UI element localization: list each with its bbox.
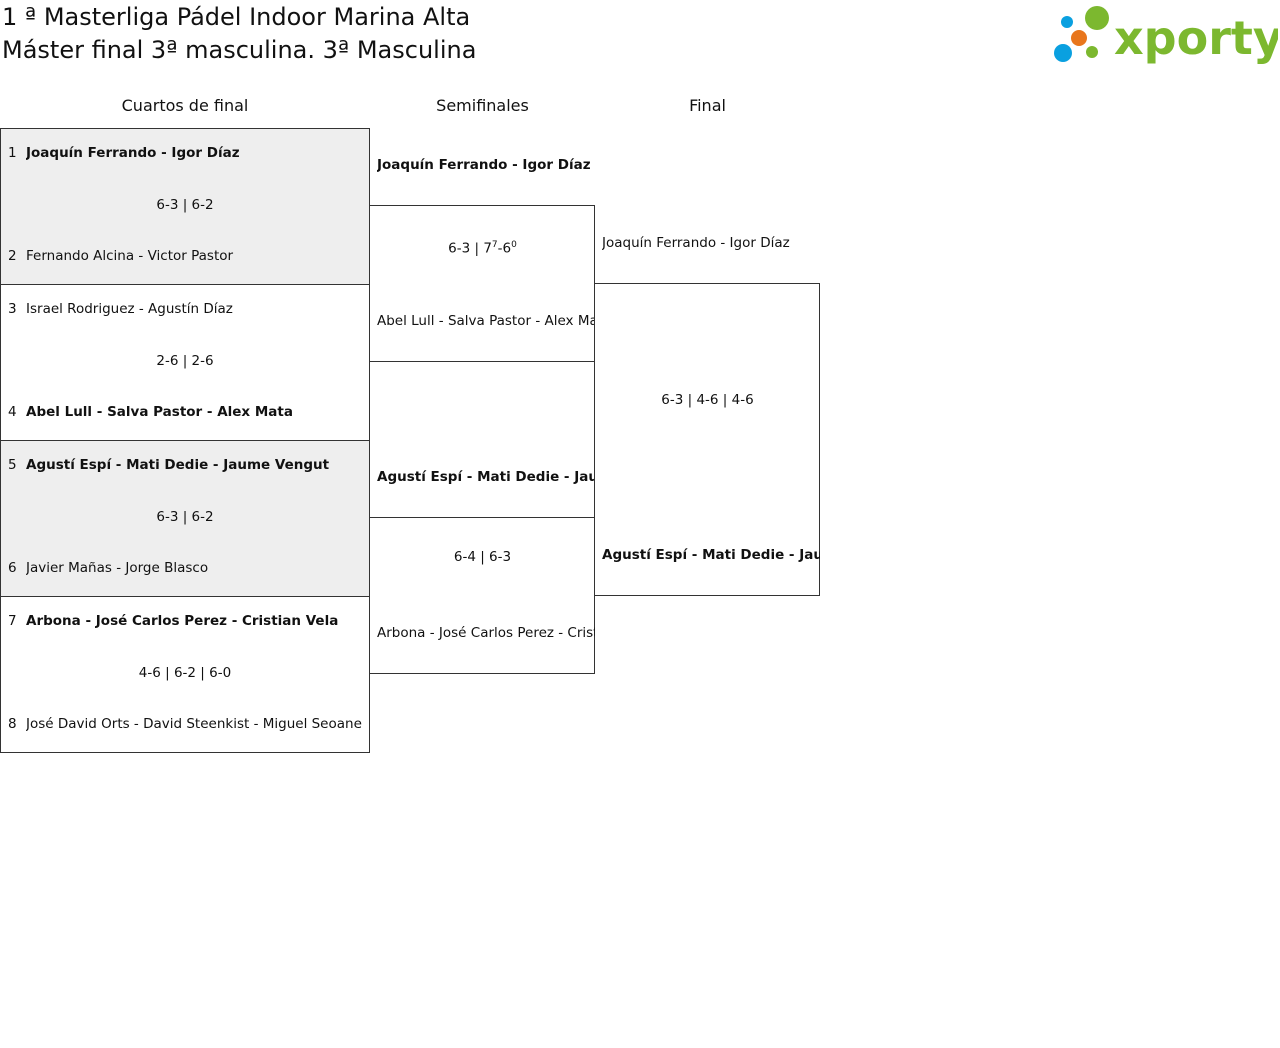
score: 6-3 | 77-60 xyxy=(370,236,595,258)
seed: 2 xyxy=(8,248,17,264)
title: 1 ª Masterliga Pádel Indoor Marina Alta xyxy=(2,3,471,31)
round-header: Cuartos de final xyxy=(121,96,249,115)
score: 6-3 | 4-6 | 4-6 xyxy=(661,392,754,408)
seed: 4 xyxy=(8,404,17,420)
match-box xyxy=(0,284,370,441)
title: Máster final 3ª masculina. 3ª Masculina xyxy=(2,36,477,64)
team-name: Abel Lull - Salva Pastor - Alex Mata xyxy=(26,404,293,420)
score-part: 6-3 | 7 xyxy=(448,240,492,257)
score-part: -6 xyxy=(497,240,512,257)
team-name: Arbona - José Carlos Perez - Cristian Ve… xyxy=(377,625,595,641)
seed: 1 xyxy=(8,145,17,161)
score: 6-3 | 6-2 xyxy=(156,509,214,525)
team-name: Joaquín Ferrando - Igor Díaz xyxy=(377,157,591,173)
seed: 7 xyxy=(8,613,17,629)
logo-text: xporty xyxy=(1114,11,1278,65)
team-name: Israel Rodriguez - Agustín Díaz xyxy=(26,301,233,317)
score: 6-3 | 6-2 xyxy=(156,197,214,213)
match-box xyxy=(369,517,595,674)
team-name: Agustí Espí - Mati Dedie - Jaume Vengut xyxy=(26,457,330,473)
team-name: Joaquín Ferrando - Igor Díaz xyxy=(602,235,790,251)
seed: 5 xyxy=(8,457,17,473)
team-name: Javier Mañas - Jorge Blasco xyxy=(26,560,209,576)
score-part: 0 xyxy=(511,240,517,250)
team-name: Abel Lull - Salva Pastor - Alex Mata xyxy=(377,313,595,329)
logo: xporty xyxy=(1054,6,1278,65)
score: 4-6 | 6-2 | 6-0 xyxy=(138,665,232,681)
match-box xyxy=(369,205,595,362)
seed: 8 xyxy=(8,716,17,732)
team-name: Agustí Espí - Mati Dedie - Jaume Vengut xyxy=(602,547,820,563)
round-header: Final xyxy=(689,96,726,115)
round-header: Semifinales xyxy=(436,96,529,115)
match-box xyxy=(594,283,820,596)
score-part: 7 xyxy=(491,240,498,250)
match-box xyxy=(0,596,370,753)
score: 2-6 | 2-6 xyxy=(156,353,214,369)
team-name: Arbona - José Carlos Perez - Cristian Ve… xyxy=(26,613,339,629)
score: 6-4 | 6-3 xyxy=(370,548,595,566)
seed: 3 xyxy=(8,301,17,317)
team-name: José David Orts - David Steenkist - Migu… xyxy=(26,716,362,732)
score-part: 6-4 | 6-3 xyxy=(453,549,512,565)
team-name: Agustí Espí - Mati Dedie - Jaume Vengut xyxy=(377,469,595,485)
team-name: Joaquín Ferrando - Igor Díaz xyxy=(26,145,240,161)
seed: 6 xyxy=(8,560,17,576)
match-box xyxy=(0,128,370,285)
team-name: Fernando Alcina - Victor Pastor xyxy=(26,248,234,264)
